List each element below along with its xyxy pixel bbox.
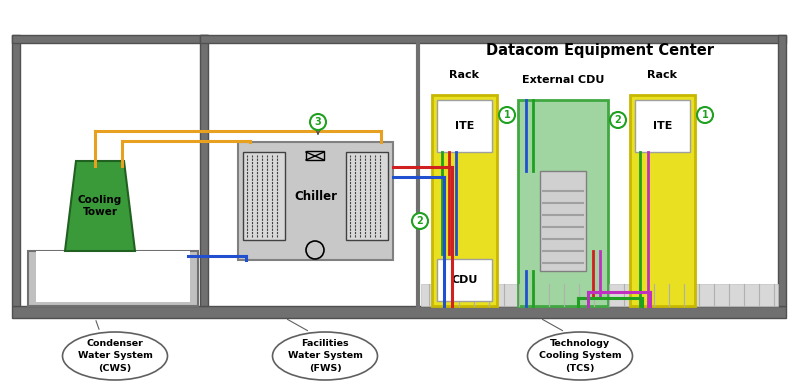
Text: Cooling
Tower: Cooling Tower [78, 195, 122, 217]
Text: Datacom Equipment Center: Datacom Equipment Center [486, 43, 714, 57]
Bar [238, 142, 393, 260]
Bar [635, 100, 690, 152]
Text: ITE: ITE [653, 121, 672, 131]
Bar [200, 35, 208, 306]
Bar [630, 95, 695, 306]
Circle shape [310, 114, 326, 130]
Text: 2: 2 [614, 115, 622, 125]
Bar [12, 306, 786, 318]
Bar [437, 100, 492, 152]
Text: 1: 1 [504, 110, 510, 120]
Bar [778, 35, 786, 306]
Bar [243, 152, 285, 240]
Bar [540, 171, 586, 271]
Circle shape [412, 213, 428, 229]
Bar [36, 251, 190, 302]
Bar [518, 100, 608, 306]
Text: ITE: ITE [455, 121, 474, 131]
Bar [421, 284, 778, 306]
Bar [437, 259, 492, 301]
Text: 3: 3 [314, 117, 322, 127]
Bar [346, 152, 388, 240]
Bar [28, 251, 198, 306]
Text: CDU: CDU [451, 275, 478, 285]
Text: 2: 2 [417, 216, 423, 226]
Text: Facilities
Water System
(FWS): Facilities Water System (FWS) [287, 339, 362, 373]
Circle shape [610, 112, 626, 128]
Text: 1: 1 [702, 110, 708, 120]
Ellipse shape [527, 332, 633, 380]
Ellipse shape [273, 332, 378, 380]
Circle shape [499, 107, 515, 123]
Text: Rack: Rack [647, 70, 678, 80]
Text: External CDU: External CDU [522, 75, 604, 85]
Text: Technology
Cooling System
(TCS): Technology Cooling System (TCS) [538, 339, 622, 373]
Text: Rack: Rack [450, 70, 479, 80]
Text: Chiller: Chiller [294, 190, 337, 202]
Text: Condenser
Water System
(CWS): Condenser Water System (CWS) [78, 339, 153, 373]
Bar [432, 95, 497, 306]
Bar [12, 35, 20, 306]
Bar [200, 35, 786, 43]
Circle shape [697, 107, 713, 123]
Circle shape [306, 241, 324, 259]
Bar [12, 35, 208, 43]
Polygon shape [65, 161, 135, 251]
Bar [306, 151, 324, 160]
Ellipse shape [62, 332, 167, 380]
